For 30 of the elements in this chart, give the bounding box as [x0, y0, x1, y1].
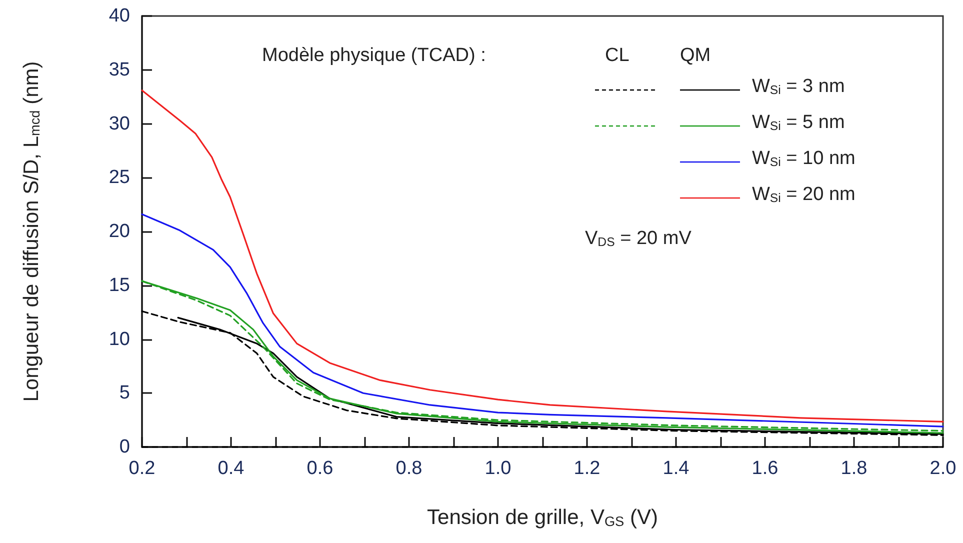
y-tick-label: 35: [108, 59, 130, 80]
annotation: VDS = 20 mV: [585, 228, 692, 249]
x-tick-label: 0.6: [306, 458, 334, 479]
x-tick-label: 1.6: [752, 458, 778, 479]
legend-label: WSi = 20 nm: [752, 184, 856, 205]
legend-label: WSi = 5 nm: [752, 112, 845, 133]
x-axis-title: Tension de grille, VGS (V): [427, 506, 658, 530]
x-tick-label: 1.8: [840, 458, 868, 479]
annotation: QM: [680, 45, 711, 66]
line-series: [141, 213, 944, 428]
y-tick-label: 10: [108, 328, 130, 350]
legend-label: WSi = 10 nm: [752, 148, 856, 169]
y-axis-title: Longueur de diffusion S/D, Lmcd (nm): [20, 61, 43, 402]
x-tick-label: 1.2: [574, 458, 600, 479]
annotation: CL: [605, 45, 630, 66]
y-tick-label: 25: [108, 167, 130, 188]
y-tick-label: 20: [108, 221, 130, 242]
x-tick-label: 0.8: [396, 458, 422, 479]
y-tick-label: 0: [119, 436, 130, 458]
x-tick-label: 0.2: [128, 458, 156, 479]
y-tick-label: 15: [108, 274, 130, 296]
y-tick-label: 30: [108, 113, 130, 134]
annotation: Modèle physique (TCAD) :: [262, 45, 486, 66]
x-tick-label: 2.0: [930, 458, 956, 479]
y-tick-label: 40: [108, 6, 130, 26]
legend-label: WSi = 3 nm: [752, 76, 845, 97]
x-tick-label: 1.0: [484, 458, 512, 479]
x-tick-label: 0.4: [218, 458, 245, 479]
y-tick-label: 5: [119, 382, 130, 404]
x-tick-label: 1.4: [662, 458, 690, 479]
